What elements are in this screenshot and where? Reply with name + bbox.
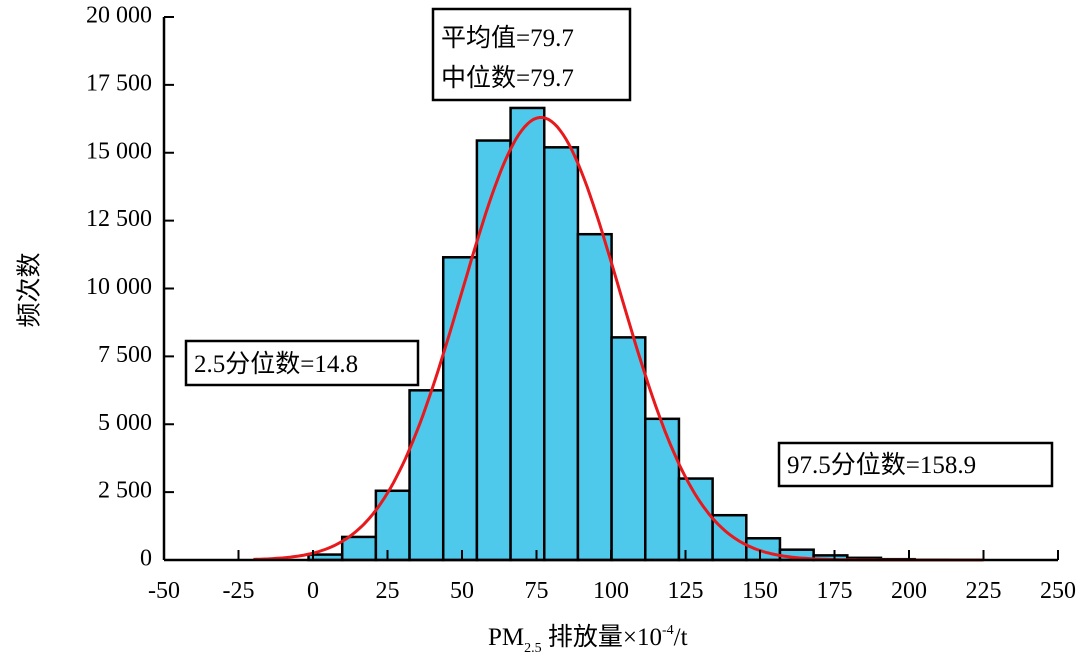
- y-tick-label: 5 000: [98, 410, 152, 436]
- y-tick-label: 20 000: [86, 3, 152, 29]
- x-axis-title-body: 排放量×10: [542, 623, 662, 651]
- y-tick-label: 2 500: [98, 478, 152, 504]
- x-axis-title: PM2.5 排放量×10-4/t: [488, 623, 688, 656]
- x-tick-label: 225: [966, 578, 1002, 604]
- x-ticks: -50 -25 0 25 50 75 100 125 150 175 200 225 250: [148, 550, 1076, 604]
- histogram-bar: [509, 106, 546, 562]
- annotation-p97-5-text: 97.5分位数=158.9: [787, 451, 976, 479]
- x-tick-label: 0: [307, 578, 319, 604]
- y-ticks: 0 2 500 5 000 7 500 10 000 12 500 15 000 17 500…: [86, 3, 174, 572]
- histogram-bar: [542, 146, 580, 562]
- histogram-bar: [475, 139, 512, 562]
- histogram-bar: [677, 477, 714, 562]
- x-tick-label: 75: [525, 578, 549, 604]
- annotation-p2-5-box: [184, 339, 420, 387]
- x-tick-label: 150: [742, 578, 778, 604]
- histogram-bar: [340, 535, 378, 562]
- annotation-p2-5: 2.5分位数=14.8: [184, 339, 420, 387]
- x-tick-label: 25: [376, 578, 400, 604]
- x-tick-label: -50: [148, 578, 180, 604]
- y-axis-title: 频次数: [16, 252, 44, 327]
- annotation-p97-5: 97.5分位数=158.9: [777, 441, 1054, 488]
- y-tick-label: 12 500: [86, 206, 152, 232]
- x-tick-label: 100: [593, 578, 629, 604]
- x-tick-label: 200: [891, 578, 927, 604]
- histogram-bars: [307, 106, 950, 562]
- histogram-bar: [745, 537, 782, 562]
- x-tick-label: 50: [450, 578, 474, 604]
- annotation-mean-median-box: [431, 7, 632, 102]
- annotation-p2-5-text: 2.5分位数=14.8: [194, 350, 358, 378]
- annotation-median-text: 中位数=79.7: [441, 64, 574, 92]
- y-tick-label: 7 500: [98, 342, 152, 368]
- x-tick-label: 175: [817, 578, 853, 604]
- y-tick-label: 15 000: [86, 138, 152, 164]
- annotation-p97-5-box: [777, 441, 1054, 488]
- histogram-bar: [576, 232, 613, 562]
- y-tick-label: 0: [140, 546, 152, 572]
- x-tick-label: -25: [223, 578, 255, 604]
- annotation-mean-median: 平均值=79.7 中位数=79.7: [431, 7, 632, 102]
- x-axis-title-subscript: 2.5: [524, 641, 542, 656]
- histogram-bar: [644, 417, 681, 562]
- y-tick-label: 10 000: [86, 274, 152, 300]
- histogram-bar: [610, 336, 647, 562]
- annotation-mean-text: 平均值=79.7: [441, 24, 574, 52]
- x-tick-label: 250: [1040, 578, 1076, 604]
- x-tick-label: 125: [668, 578, 704, 604]
- x-axis-title-main: PM: [488, 624, 524, 651]
- histogram-bar: [408, 389, 445, 562]
- x-axis-title-unit: /t: [674, 624, 688, 651]
- y-tick-label: 17 500: [86, 70, 152, 96]
- x-axis-title-superscript: -4: [662, 623, 674, 638]
